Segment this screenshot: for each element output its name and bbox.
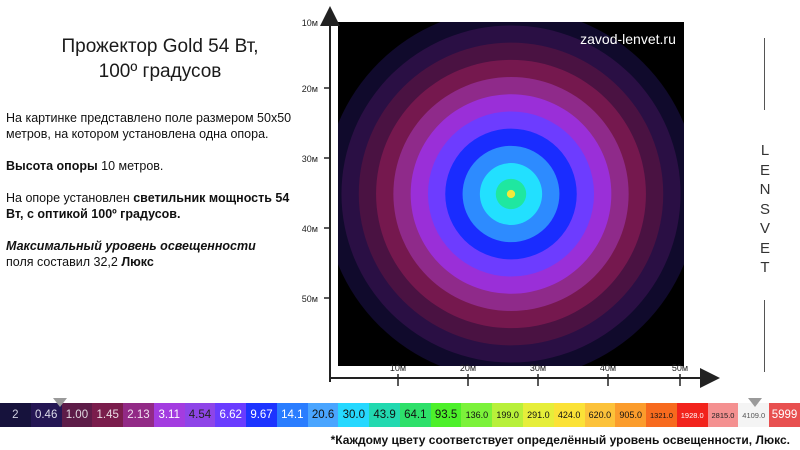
- legend-cell: 2: [0, 403, 31, 427]
- brand-line-top: [764, 38, 765, 110]
- brand-letter: S: [759, 200, 770, 218]
- description-intro: На картинке представлено поле размером 5…: [6, 111, 292, 141]
- brand-letter: V: [759, 220, 770, 237]
- y-tick-label: 10м: [302, 18, 318, 28]
- legend-marker-right: [748, 398, 762, 407]
- watermark-text: zavod-lenvet.ru: [580, 31, 676, 47]
- x-tick-label: 30м: [530, 363, 546, 373]
- legend-cell: 20.6: [307, 403, 339, 427]
- x-axis-ticks: 10м 20м 30м 40м 50м: [390, 363, 688, 386]
- legend-cell: 5999: [769, 403, 800, 427]
- title-line-1: Прожектор Gold 54 Вт,: [61, 36, 259, 57]
- y-tick-label: 30м: [302, 154, 318, 164]
- max-level-unit: Люкс: [121, 255, 154, 269]
- legend-cell: 2.13: [123, 403, 154, 427]
- legend-cell: 1321.0: [646, 403, 677, 427]
- legend-cell: 9.67: [246, 403, 277, 427]
- max-level-text: Максимальный уровень освещенности поля со…: [6, 238, 298, 270]
- legend-cell: 136.0: [461, 403, 493, 427]
- field-area: [338, 22, 684, 366]
- pole-height-value: 10 метров.: [97, 159, 164, 173]
- page-title: Прожектор Gold 54 Вт, 100º градусов: [10, 34, 310, 84]
- brand-letter: T: [760, 259, 770, 276]
- legend-cell: 43.9: [369, 403, 400, 427]
- legend-marker-left: [53, 398, 67, 407]
- legend-cell: 424.0: [553, 403, 585, 427]
- y-tick-label: 20м: [302, 84, 318, 94]
- legend-cell: 1928.0: [676, 403, 708, 427]
- brand-letter: E: [759, 239, 770, 257]
- pole-height-label: Высота опоры: [6, 159, 98, 173]
- x-tick-label: 20м: [460, 363, 476, 373]
- footnote: *Каждому цвету соответствует определённы…: [330, 433, 790, 447]
- y-tick-label: 40м: [302, 224, 318, 234]
- title-line-2: 100º градусов: [98, 61, 222, 82]
- legend-cell: 620.0: [584, 403, 616, 427]
- legend-cell: 0.46: [30, 403, 62, 427]
- brand-letter: N: [759, 181, 771, 198]
- legend-cell: 1.00: [61, 403, 93, 427]
- x-tick-label: 10м: [390, 363, 406, 373]
- description-block: На картинке представлено поле размером 5…: [6, 110, 298, 286]
- fixture-text: На опоре установлен светильник мощность …: [6, 190, 298, 222]
- legend-cell: 93.5: [430, 403, 462, 427]
- x-tick-label: 50м: [672, 363, 688, 373]
- legend-cell: 14.1: [276, 403, 308, 427]
- pole-center-spot: [506, 189, 516, 199]
- fixture-prefix: На опоре установлен: [6, 191, 134, 205]
- pole-height-text: Высота опоры 10 метров.: [6, 158, 298, 174]
- max-level-label: Максимальный уровень освещенности: [6, 239, 256, 253]
- legend-cell: 291.0: [523, 403, 554, 427]
- fixture-bold: светильник мощность 54 Вт, с оптикой 100…: [6, 191, 290, 221]
- x-tick-label: 40м: [600, 363, 616, 373]
- legend-cell: 64.1: [399, 403, 431, 427]
- legend-cell: 4109.0: [738, 403, 770, 427]
- legend-cell: 1.45: [92, 403, 124, 427]
- legend-cell: 6.62: [215, 403, 247, 427]
- brand-line-bottom: [764, 300, 765, 372]
- legend-cell: 199.0: [492, 403, 524, 427]
- y-tick-label: 50м: [302, 294, 318, 304]
- legend-cell: 2815.0: [707, 403, 739, 427]
- y-axis-ticks: 10м 20м 30м 40м 50м: [302, 18, 330, 304]
- color-scale-legend: 2 0.46 1.00 1.45 2.13 3.11 4.54 6.62 9.67 14.1 20.…: [0, 403, 800, 427]
- max-level-value: поля составил 32,2: [6, 255, 122, 269]
- legend-cell: 3.11: [153, 403, 185, 427]
- legend-cell: 905.0: [615, 403, 647, 427]
- brand-letter: L: [760, 142, 770, 159]
- legend-cell: 30.0: [338, 403, 370, 427]
- legend-cell: 4.54: [184, 403, 216, 427]
- brand-letter: E: [759, 161, 770, 179]
